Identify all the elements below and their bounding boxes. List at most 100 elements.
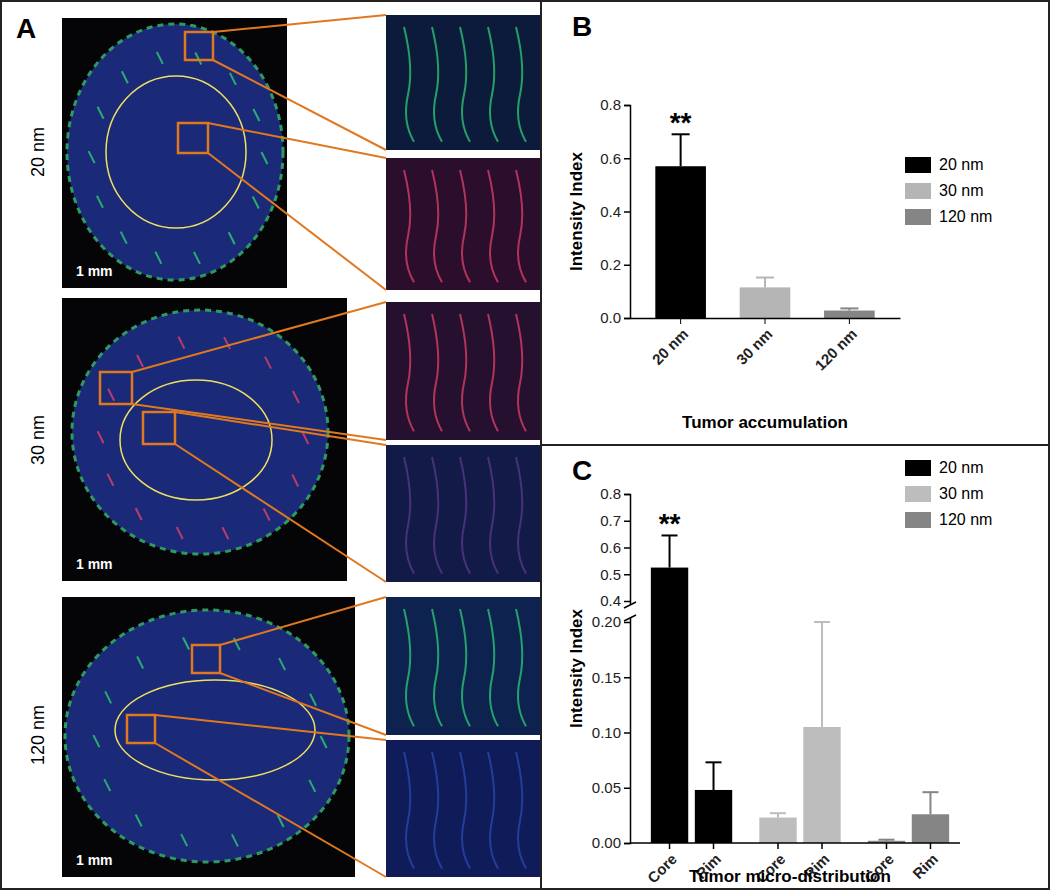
- row-label: 30 nm: [28, 415, 48, 465]
- error-bar: [756, 278, 774, 288]
- image-row: 1 mm20 nm: [28, 15, 540, 290]
- bar: [695, 790, 732, 843]
- error-stem: [764, 278, 766, 288]
- vessel: [89, 151, 95, 163]
- inset-structure: [460, 457, 470, 573]
- x-tick: 30 nm: [733, 318, 776, 368]
- y-axis-title: Intensity Index: [567, 151, 586, 271]
- legend-swatch: [905, 460, 931, 476]
- inset-structure: [516, 457, 526, 573]
- legend-label: 30 nm: [939, 182, 983, 199]
- zoom-line: [213, 60, 386, 150]
- vessel: [178, 337, 184, 349]
- inset-structure: [460, 609, 470, 726]
- error-cap: [706, 761, 722, 763]
- y-tick-mark: [624, 601, 630, 603]
- inset-structure: [404, 752, 414, 868]
- image-row: 1 mm30 nm: [28, 298, 540, 582]
- y-tick-label: 0.10: [592, 724, 621, 741]
- zoom-box: [192, 645, 220, 673]
- error-cap: [840, 307, 858, 309]
- inset-structure: [404, 170, 414, 282]
- x-tick-mark: [669, 843, 671, 849]
- y-tick: 0.2: [600, 256, 630, 273]
- inset-structure: [404, 27, 414, 142]
- inset-frame: [386, 740, 540, 877]
- inset-frame: [386, 15, 540, 150]
- inset-frame: [386, 445, 540, 582]
- y-tick-label: 0.4: [600, 203, 621, 220]
- vessel: [309, 780, 315, 792]
- vessel: [98, 107, 104, 119]
- error-stem: [929, 792, 931, 814]
- vessel: [321, 736, 327, 748]
- vessel: [261, 152, 267, 164]
- legend-swatch: [905, 486, 931, 502]
- y-tick-mark: [624, 843, 630, 845]
- y-tick-label: 0.2: [600, 256, 621, 273]
- vessel: [98, 431, 104, 443]
- y-tick: 0.0: [600, 309, 630, 326]
- x-tick-label: 20 nm: [649, 325, 692, 368]
- x-tick-label: Core: [644, 850, 680, 886]
- inset-structure: [432, 752, 442, 868]
- y-axis: 0.00.20.40.60.8: [600, 96, 630, 326]
- error-bar: [922, 792, 938, 814]
- panel-letter: B: [572, 11, 592, 42]
- image-row: 1 mm120 nm: [28, 597, 540, 877]
- vessel: [157, 52, 163, 64]
- vessel: [194, 252, 200, 264]
- legend-swatch: [905, 209, 931, 225]
- vessel: [232, 834, 238, 846]
- tissue: [72, 310, 328, 554]
- legend-label: 120 nm: [939, 208, 992, 225]
- core-contour: [120, 380, 272, 500]
- y-axis-title: Intensity Index: [567, 608, 586, 728]
- bar: [803, 727, 840, 843]
- vessel: [292, 474, 298, 486]
- x-tick-mark: [713, 843, 715, 849]
- y-tick-label: 0.05: [592, 779, 621, 796]
- error-cap: [756, 277, 774, 279]
- vessel: [195, 52, 201, 64]
- error-bar: [840, 308, 858, 310]
- zoom-box: [100, 372, 132, 404]
- panel-letter: A: [16, 13, 36, 44]
- y-tick: 0.4: [600, 203, 630, 220]
- vessel: [105, 691, 111, 703]
- x-axis: 20 nm 30 nm 120 nm: [631, 318, 901, 374]
- inset-structure: [460, 314, 470, 431]
- y-tick: 0.20: [592, 613, 630, 630]
- error-stem: [713, 762, 715, 790]
- vessel: [181, 834, 187, 846]
- chart-b: B**0.00.20.40.60.820 nm30 nm120 nmIntens…: [567, 11, 992, 432]
- y-tick-label: 0.20: [592, 613, 621, 630]
- y-tick-label: 0.8: [600, 485, 621, 502]
- error-bar: [672, 134, 690, 166]
- inset-structure: [488, 752, 498, 868]
- zoom-line: [175, 412, 386, 445]
- vessel: [93, 735, 99, 747]
- inset-frame: [386, 597, 540, 735]
- y-tick-label: 0.15: [592, 669, 621, 686]
- zoom-box: [143, 412, 175, 444]
- vessel: [122, 71, 128, 83]
- inset-structure: [488, 27, 498, 142]
- plot-area: [651, 535, 949, 843]
- zoom-line: [155, 715, 386, 740]
- x-tick: Core: [644, 843, 680, 886]
- tissue: [67, 24, 283, 280]
- inset-structure: [488, 314, 498, 431]
- axis-break-mark: [624, 615, 636, 621]
- bar: [655, 166, 706, 318]
- vessel: [253, 197, 259, 209]
- vessel: [253, 109, 259, 121]
- vessel: [121, 232, 127, 244]
- y-axis-line: [624, 495, 631, 844]
- legend-swatch: [905, 512, 931, 528]
- x-axis-title: Tumor micro-distribution: [689, 867, 891, 886]
- inset-structure: [404, 609, 414, 726]
- vessel: [108, 389, 114, 401]
- panel-frame: [1, 1, 541, 889]
- x-tick: 120 nm: [811, 318, 860, 374]
